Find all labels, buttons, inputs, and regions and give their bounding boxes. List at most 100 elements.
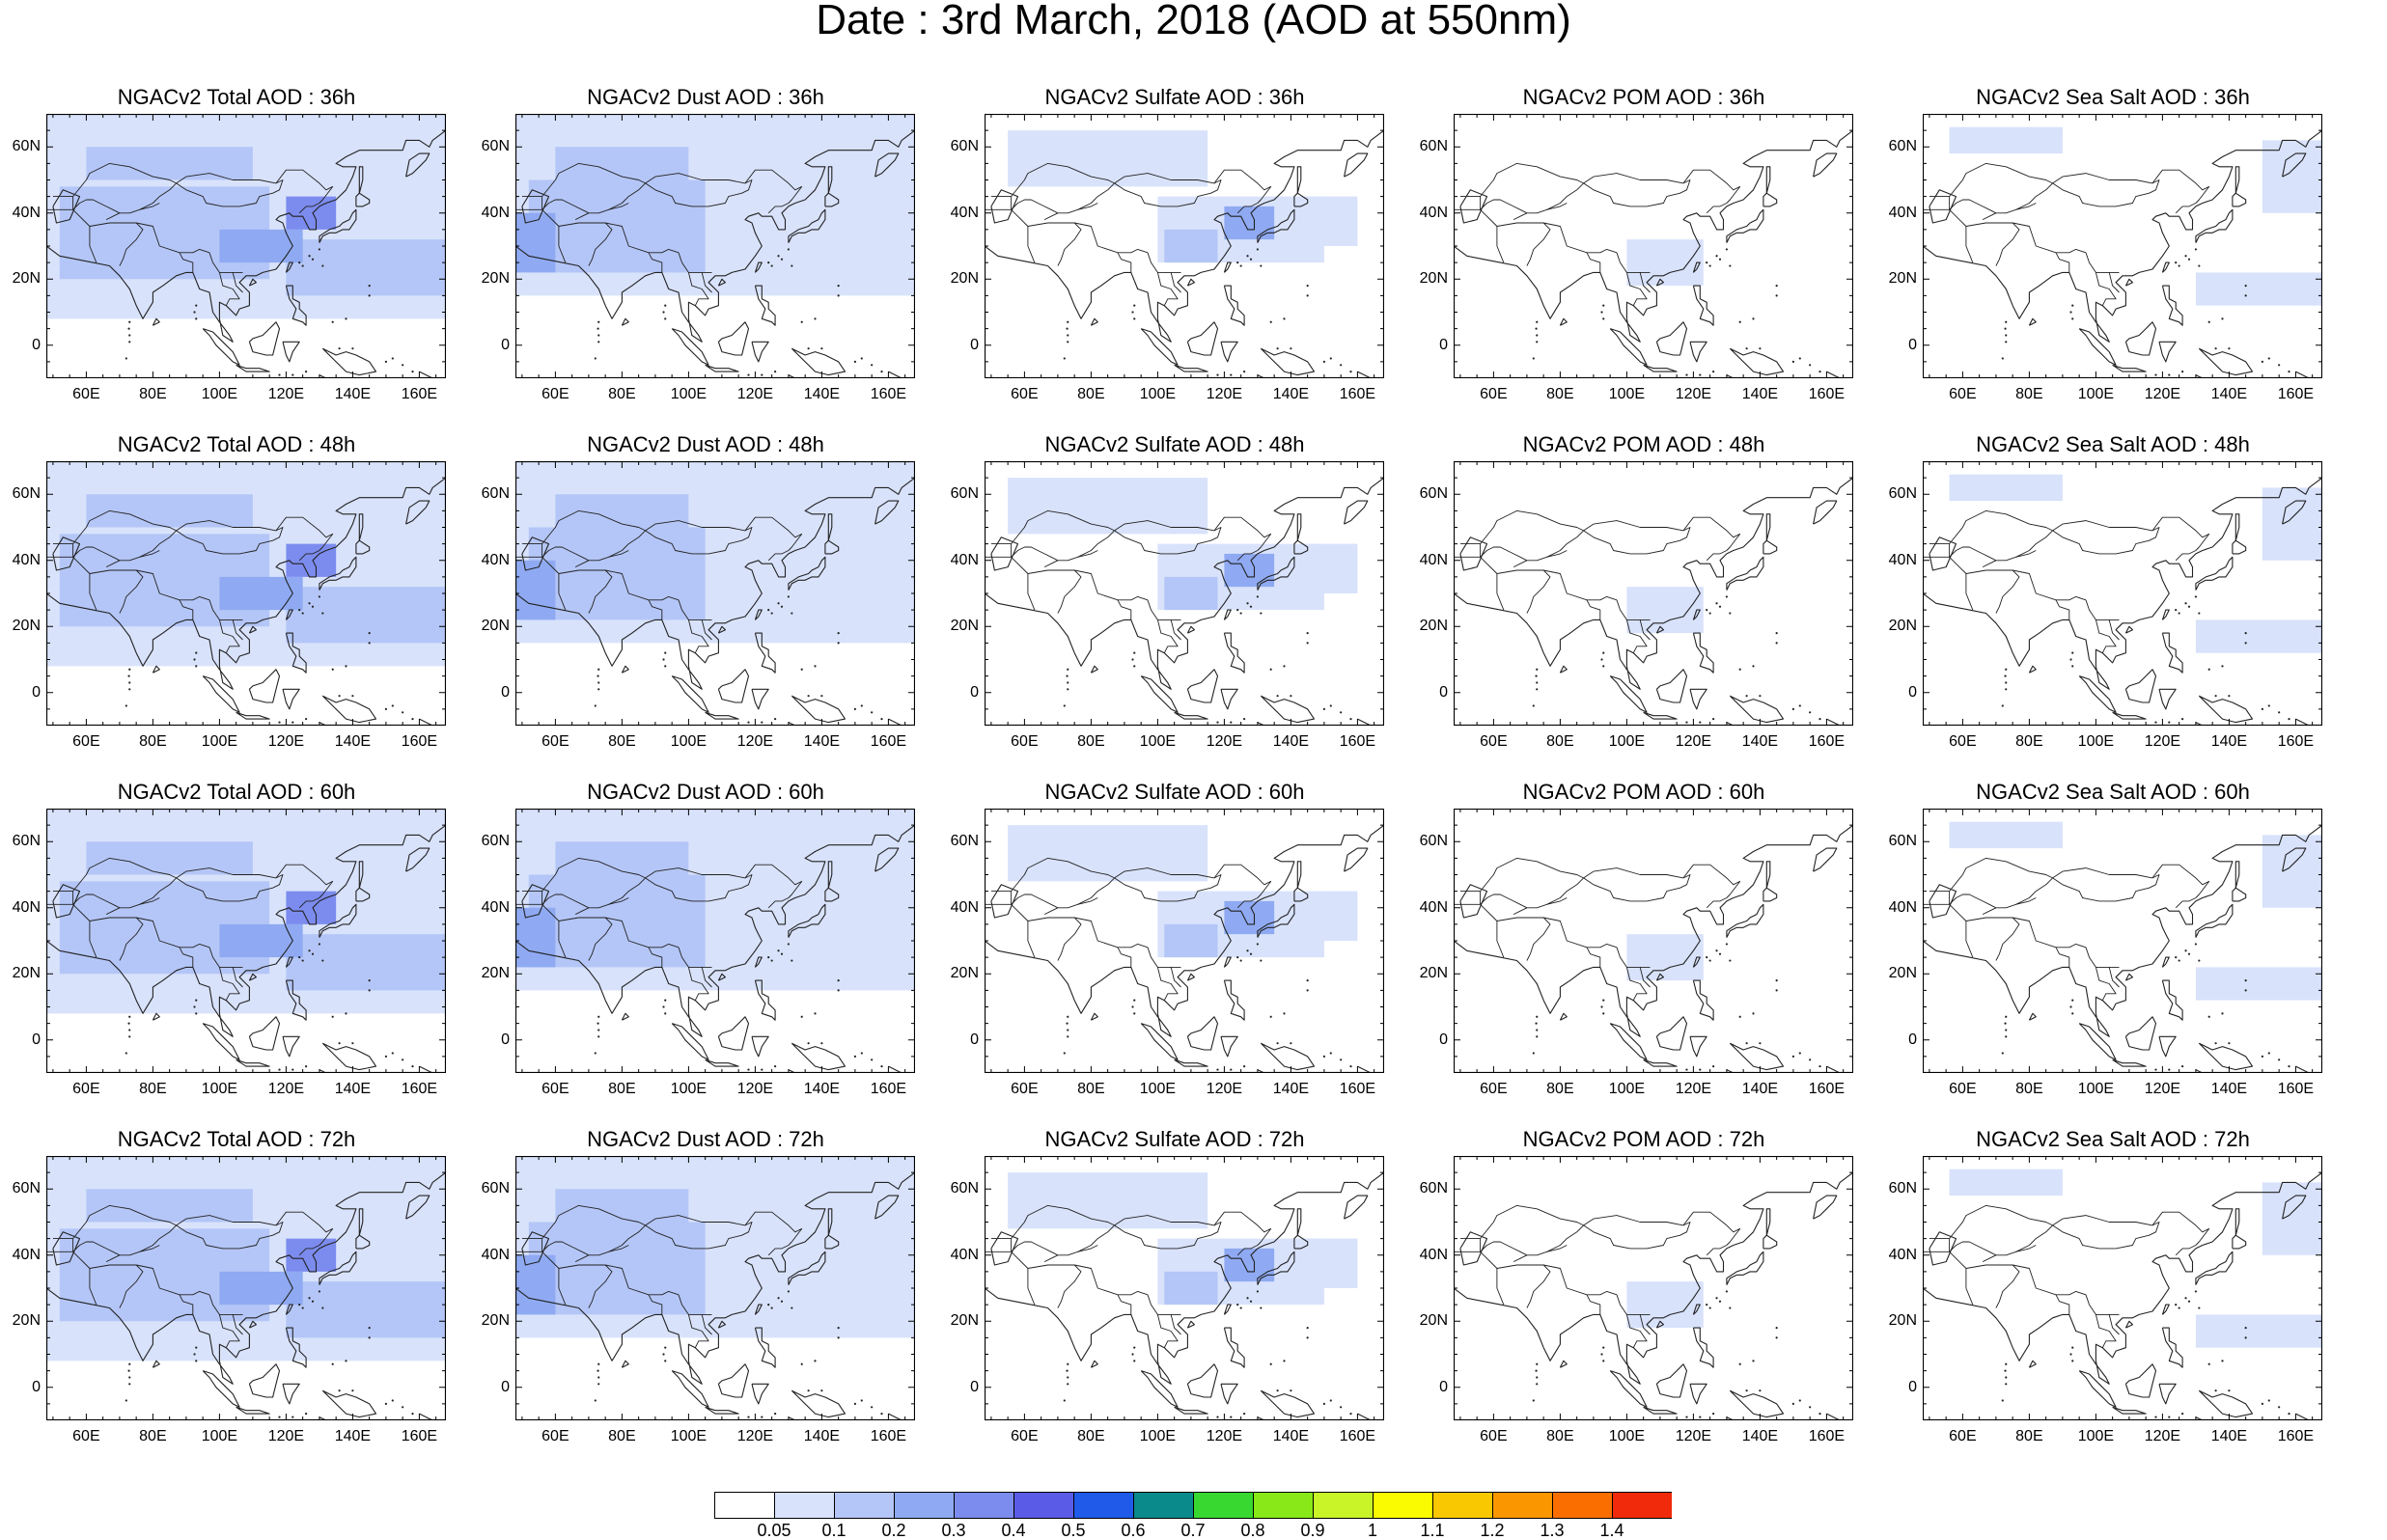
island	[664, 1012, 667, 1015]
colorbar-label: 0.5	[1061, 1521, 1086, 1540]
coastline	[2078, 675, 2117, 713]
figure-title: Date : 3rd March, 2018 (AOD at 550nm)	[816, 0, 1571, 43]
country-border	[2175, 550, 2197, 562]
country-border	[72, 1204, 334, 1246]
island	[305, 1413, 308, 1416]
island	[787, 943, 790, 946]
island	[1536, 1383, 1539, 1386]
island	[1269, 668, 1272, 671]
island	[1133, 999, 1136, 1002]
coastline	[621, 665, 629, 674]
island	[1706, 1304, 1708, 1306]
country-border	[176, 1222, 284, 1250]
coastline	[2282, 500, 2307, 525]
island	[1818, 718, 1821, 721]
island	[1536, 1035, 1539, 1038]
island	[2071, 304, 2074, 307]
lon-label: 160E	[401, 733, 438, 750]
island	[311, 952, 315, 955]
island	[1706, 956, 1708, 959]
coastline	[1296, 861, 1302, 889]
country-border	[1543, 917, 1618, 949]
island	[597, 1383, 600, 1386]
coastline	[705, 711, 739, 720]
coastline	[1357, 371, 1372, 378]
lon-label: 160E	[1808, 386, 1846, 402]
island	[308, 1297, 311, 1300]
country-border	[1965, 917, 2020, 961]
coastline	[1140, 1023, 1179, 1060]
map-area	[1923, 809, 2322, 1073]
coastline	[2124, 321, 2157, 356]
island	[1699, 721, 1702, 724]
island	[767, 956, 770, 959]
map-panel-total: NGACv2 Total AOD : 48h 60N 40N 20N 0 60E 80E 10…	[0, 432, 446, 765]
country-border	[1156, 272, 1179, 306]
coastline	[754, 1327, 776, 1368]
country-border	[72, 1241, 121, 1256]
island	[1775, 632, 1778, 635]
island	[1536, 681, 1539, 684]
coastline	[2282, 152, 2307, 178]
country-border	[767, 550, 790, 562]
country-border	[1117, 947, 1132, 968]
island	[1230, 721, 1233, 724]
island	[1290, 1042, 1292, 1045]
panel-title: NGACv2 Total AOD : 48h	[117, 432, 356, 456]
country-border	[1114, 179, 1222, 207]
island	[384, 1402, 387, 1405]
island	[814, 317, 817, 320]
island	[1269, 1015, 1272, 1018]
island	[597, 674, 599, 677]
lon-label: 140E	[334, 1428, 372, 1444]
lon-label: 100E	[201, 386, 238, 402]
lat-label: 40N	[950, 1246, 979, 1263]
island	[597, 1022, 599, 1025]
island	[2288, 1413, 2290, 1416]
coastline	[791, 1042, 847, 1071]
island	[1600, 1005, 1603, 1008]
island	[278, 1068, 281, 1071]
island	[2071, 1360, 2074, 1362]
aod-shading	[555, 147, 689, 187]
island	[305, 371, 308, 373]
island	[1725, 595, 1728, 598]
coastline	[1223, 1327, 1245, 1368]
island	[2221, 317, 2224, 320]
country-border	[541, 894, 590, 909]
country-border	[1074, 917, 1149, 949]
coastline	[874, 847, 900, 872]
lon-label: 140E	[803, 733, 841, 750]
coastline	[1140, 328, 1179, 366]
country-border	[1513, 182, 1584, 221]
lon-label: 100E	[201, 733, 238, 750]
country-border	[701, 619, 712, 641]
lat-label: 60N	[12, 485, 41, 503]
island	[321, 1306, 324, 1309]
island	[1532, 1399, 1535, 1402]
coastline	[1762, 192, 1778, 207]
island	[1718, 605, 1722, 608]
coastline	[2028, 1012, 2037, 1021]
island	[291, 721, 294, 724]
island	[298, 261, 301, 264]
island	[597, 320, 600, 323]
aod-shading	[219, 229, 303, 263]
coastline	[1220, 1383, 1238, 1405]
island	[1536, 341, 1539, 344]
island	[1133, 1360, 1136, 1362]
map-frame	[1923, 1156, 2322, 1420]
coastline	[285, 956, 293, 968]
lat-label: 40N	[1888, 204, 1917, 221]
island	[368, 294, 371, 297]
panel-title: NGACv2 Sulfate AOD : 72h	[1044, 1127, 1305, 1151]
lon-label: 100E	[1608, 1428, 1646, 1444]
country-border	[574, 1224, 646, 1263]
country-border	[2085, 1294, 2120, 1315]
island	[791, 264, 793, 267]
island	[1798, 1052, 1801, 1055]
aod-field	[1008, 825, 1358, 958]
island	[2184, 949, 2187, 952]
coastline	[1454, 129, 1853, 343]
coastline	[1223, 261, 1232, 273]
